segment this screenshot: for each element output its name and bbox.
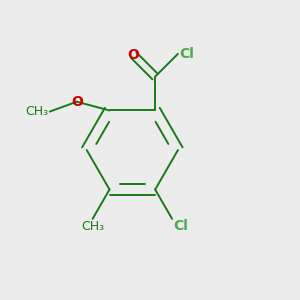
Text: O: O (128, 48, 140, 62)
Text: CH₃: CH₃ (81, 220, 104, 233)
Text: Cl: Cl (174, 219, 188, 233)
Text: CH₃: CH₃ (25, 105, 48, 118)
Text: O: O (71, 95, 83, 109)
Text: Cl: Cl (179, 47, 194, 61)
